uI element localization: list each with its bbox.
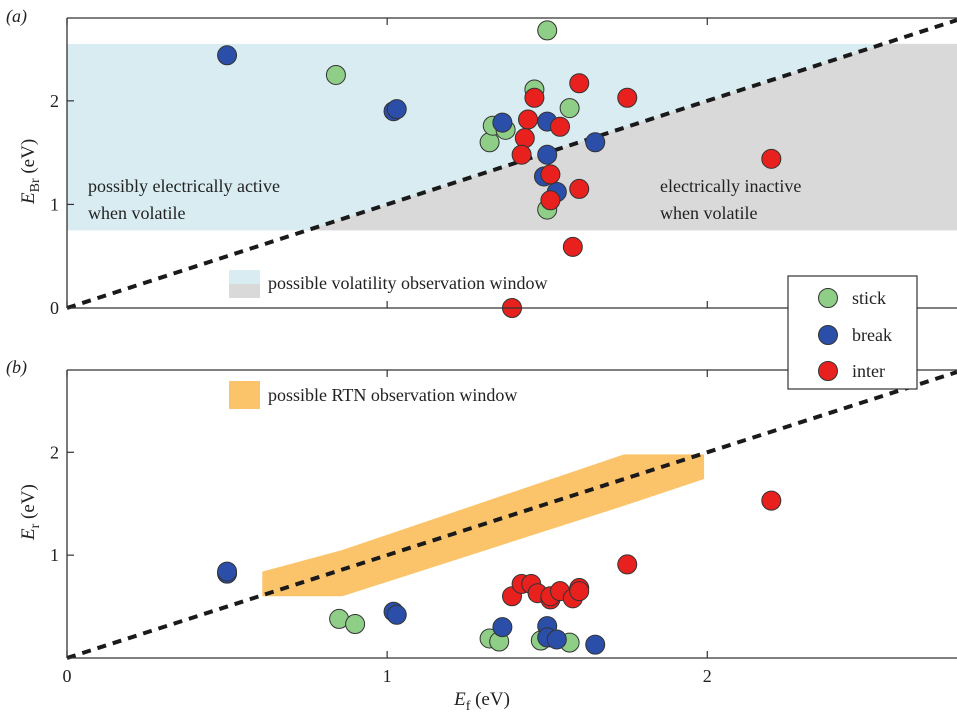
panel-a-ylabel: EBr (eV)	[18, 139, 43, 205]
y-tick-label: 1	[50, 545, 59, 565]
x-axis-label: Ef (eV)	[453, 689, 510, 713]
x-axis-label-unit: (eV)	[470, 689, 510, 710]
panel-b: 1 2 0 1 2 (b) possible RTN observation windo…	[6, 357, 957, 713]
inactive-window-region	[307, 43, 957, 231]
point-inter	[761, 148, 782, 169]
point-inter	[518, 109, 539, 130]
inactive-window-swatch	[229, 284, 260, 298]
point-break	[217, 45, 238, 66]
legend-box	[787, 275, 918, 390]
panel-b-tag: (b)	[6, 357, 27, 378]
x-tick-label: 1	[383, 666, 392, 686]
panel-b-points	[217, 490, 782, 655]
annotation-inactive-line2: when volatile	[660, 203, 757, 223]
panel-b-ylabel-subscript: r	[28, 523, 43, 528]
point-break	[537, 144, 558, 165]
rtn-window-label: possible RTN observation window	[268, 385, 517, 405]
legend-marker-stick	[818, 288, 838, 308]
annotation-active-line1: possibly electrically active	[88, 176, 280, 196]
point-stick	[479, 132, 500, 153]
point-break	[217, 561, 238, 582]
x-axis-label-subscript: f	[466, 699, 471, 713]
point-break	[386, 604, 407, 625]
x-axis-label-symbol: E	[453, 689, 466, 710]
rtn-window-swatch	[229, 381, 260, 409]
y-tick-label: 2	[50, 442, 59, 462]
point-break	[585, 634, 606, 655]
legend-marker-break	[818, 325, 838, 345]
y-tick-label: 1	[50, 194, 59, 214]
point-stick	[559, 98, 580, 119]
panel-a-ylabel-symbol: E	[18, 192, 39, 205]
point-stick	[345, 614, 366, 635]
panel-a: 0 1 2 (a) possibly electrically active whe…	[6, 6, 957, 318]
legend-marker-inter	[818, 361, 838, 381]
point-break	[492, 112, 513, 133]
point-inter	[617, 87, 638, 108]
annotation-active-line2: when volatile	[88, 203, 185, 223]
legend: stick break inter	[787, 275, 918, 390]
point-inter	[540, 190, 561, 211]
point-inter	[617, 554, 638, 575]
point-inter	[514, 128, 535, 149]
point-inter	[562, 236, 583, 257]
panel-a-regions	[67, 43, 957, 231]
volatility-window-swatch	[229, 270, 260, 284]
point-inter	[511, 144, 532, 165]
x-tick-label: 0	[63, 666, 72, 686]
legend-label-stick: stick	[852, 288, 886, 308]
point-break	[585, 132, 606, 153]
panel-a-points	[217, 20, 782, 318]
panel-b-ylabel-symbol: E	[18, 528, 39, 541]
x-tick-label: 2	[703, 666, 712, 686]
point-inter	[550, 116, 571, 137]
annotation-inactive-line1: electrically inactive	[660, 176, 801, 196]
point-inter	[524, 87, 545, 108]
point-inter	[569, 581, 590, 602]
point-inter	[569, 178, 590, 199]
point-inter	[540, 164, 561, 185]
panel-b-diagonal-line	[66, 370, 957, 660]
panel-b-ylabel-unit: (eV)	[18, 484, 39, 524]
panel-a-tag: (a)	[6, 6, 27, 27]
volatility-window-label: possible volatility observation window	[268, 273, 547, 293]
panel-b-ylabel: Er (eV)	[18, 484, 43, 541]
y-tick-label: 0	[50, 298, 59, 318]
legend-label-break: break	[852, 325, 892, 345]
panel-a-ylabel-unit: (eV)	[18, 139, 39, 179]
point-break	[492, 617, 513, 638]
point-break	[546, 629, 567, 650]
point-stick	[537, 20, 558, 41]
panel-a-ylabel-subscript: Br	[28, 178, 43, 192]
point-break	[386, 99, 407, 120]
point-stick	[325, 64, 346, 85]
panel-a-diagonal-line	[66, 18, 957, 310]
y-tick-label: 2	[50, 91, 59, 111]
point-inter	[569, 73, 590, 94]
point-inter	[761, 490, 782, 511]
legend-label-inter: inter	[852, 361, 885, 381]
